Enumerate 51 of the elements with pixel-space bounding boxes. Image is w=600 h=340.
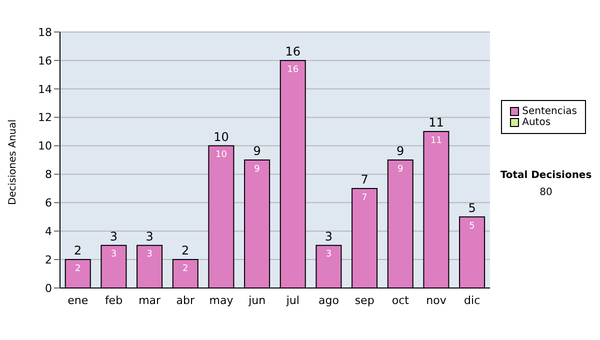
x-tick-label: jun [248, 294, 266, 307]
y-tick-label: 6 [45, 196, 52, 210]
data-label: 10 [215, 150, 228, 160]
text: Total Decisiones [499, 170, 593, 181]
legend-label: Sentencias [522, 106, 577, 117]
total-label: 5 [468, 200, 476, 215]
total-label: 3 [110, 229, 118, 244]
y-tick-label: 0 [45, 282, 52, 295]
data-label: 5 [469, 221, 475, 232]
total-label: 7 [360, 172, 368, 186]
total-label: 16 [285, 44, 301, 58]
total-label: 2 [74, 244, 82, 258]
data-label: 16 [287, 64, 299, 75]
x-tick-label: sep [354, 294, 374, 307]
data-label: 3 [326, 250, 332, 260]
x-tick-label: ene [68, 294, 88, 307]
data-label: 3 [110, 250, 117, 260]
data-label: 11 [430, 136, 442, 146]
y-tick-label: 10 [38, 140, 52, 153]
legend-label: Autos [522, 117, 551, 128]
y-tick-label: 4 [45, 225, 52, 238]
x-tick-label: oct [392, 294, 410, 307]
y-tick-label: 8 [45, 168, 52, 182]
x-tick-label: abr [176, 294, 196, 307]
x-tick-label: feb [104, 294, 123, 307]
x-tick-label: dic [464, 294, 480, 307]
total-label: 11 [428, 116, 444, 130]
total-label: 9 [396, 144, 404, 158]
y-tick-label: 18 [38, 26, 52, 39]
total-label: 10 [214, 130, 229, 144]
y-axis-title: Decisiones Anual [8, 119, 19, 205]
total-label: 3 [324, 229, 333, 244]
y-tick-label: 2 [45, 253, 52, 266]
x-tick-label: jul [285, 294, 300, 307]
total-label: 2 [182, 244, 190, 258]
text: 80 [538, 187, 554, 198]
data-label: 9 [398, 164, 404, 174]
x-tick-label: mar [138, 294, 162, 307]
data-label: 9 [254, 164, 260, 174]
total-label: 9 [253, 144, 261, 158]
y-tick-label: 14 [38, 82, 52, 96]
x-tick-label: ago [318, 294, 340, 307]
data-label: 7 [362, 192, 368, 203]
y-tick-label: 12 [38, 111, 52, 124]
y-tick-label: 16 [38, 54, 52, 68]
total-label: 3 [146, 229, 154, 244]
data-label: 2 [75, 264, 81, 274]
data-label: 2 [182, 264, 188, 274]
data-label: 3 [146, 250, 152, 260]
x-tick-label: may [209, 294, 234, 307]
x-tick-label: nov [426, 294, 447, 307]
